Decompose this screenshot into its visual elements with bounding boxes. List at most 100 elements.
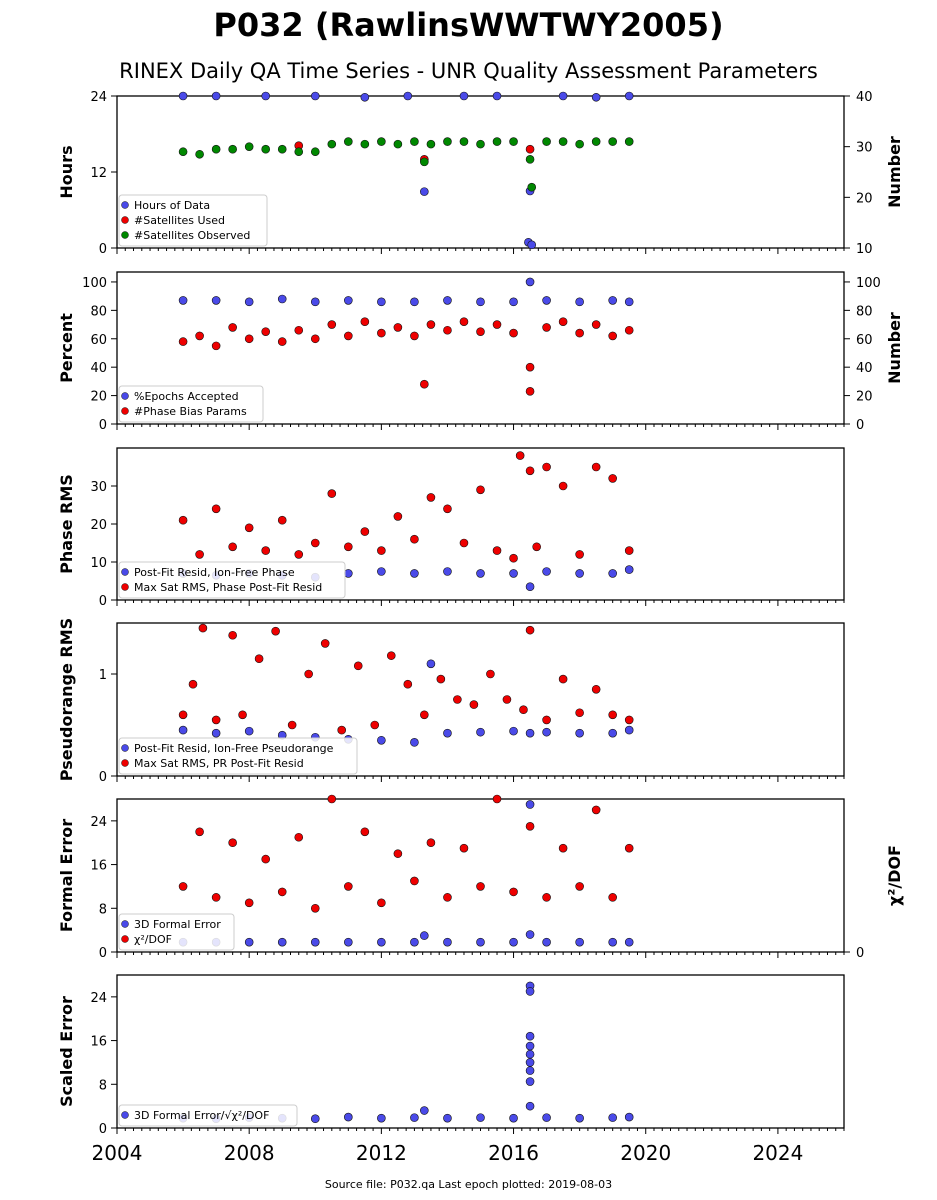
data-point-series-1 — [476, 727, 485, 737]
x-tick-label: 2004 — [92, 1141, 143, 1165]
data-point-series-2 — [198, 623, 208, 633]
data-point-series-2 — [377, 898, 386, 908]
data-point-series-2 — [443, 893, 452, 902]
y-tick-label: 8 — [99, 1078, 107, 1093]
data-point-series-3 — [211, 144, 221, 154]
legend-label: Max Sat RMS, Phase Post-Fit Resid — [134, 581, 322, 594]
data-point-series-1 — [443, 296, 452, 305]
data-point-series-2 — [238, 710, 247, 720]
legend-label: Post-Fit Resid, Ion-Free Pseudorange — [134, 742, 334, 755]
data-point-series-2 — [344, 542, 353, 552]
y-right-tick-label: 80 — [856, 304, 873, 319]
data-point-series-3 — [244, 142, 254, 151]
data-point-series-3 — [459, 137, 469, 146]
data-point-series-2 — [575, 550, 584, 559]
data-point-series-2 — [188, 679, 198, 689]
panel-2: 0 20 40 60 80 100 0 20 40 60 80 100 Percent Number %Ep… — [57, 271, 904, 433]
data-point-series-1 — [525, 1058, 535, 1067]
data-point-series-2 — [386, 651, 396, 660]
data-point-series-1 — [377, 297, 386, 307]
data-point-series-1 — [211, 728, 221, 738]
data-point-series-1 — [244, 726, 254, 736]
legend-marker — [121, 568, 129, 576]
data-point-series-2 — [195, 827, 204, 837]
data-point-series-2 — [410, 534, 419, 544]
data-point-series-2 — [624, 843, 634, 853]
data-point-series-2 — [244, 898, 254, 908]
data-point-series-1 — [443, 567, 452, 576]
data-point-series-1 — [608, 296, 617, 305]
data-point-series-2 — [254, 654, 264, 664]
data-point-series-2 — [443, 504, 452, 514]
data-point-series-1 — [608, 569, 617, 578]
y-tick-label: 12 — [90, 166, 107, 181]
data-point-series-1 — [525, 1041, 535, 1051]
data-point-series-2 — [211, 715, 221, 725]
data-point-series-2 — [178, 710, 188, 720]
data-point-series-1 — [509, 937, 518, 947]
data-point-series-3 — [608, 137, 617, 146]
legend-label: Hours of Data — [134, 199, 210, 212]
data-point-series-2 — [486, 669, 495, 679]
data-point-series-2 — [420, 710, 429, 720]
data-point-series-1 — [591, 92, 601, 102]
x-tick-label: 2016 — [488, 1141, 539, 1165]
data-point-series-2 — [261, 854, 271, 864]
data-point-series-1 — [542, 937, 551, 947]
data-point-series-1 — [525, 987, 535, 996]
legend-label: Post-Fit Resid, Ion-Free Phase — [134, 566, 295, 579]
data-point-series-3 — [575, 139, 584, 149]
data-point-series-3 — [542, 137, 551, 146]
data-point-series-1 — [608, 728, 617, 738]
data-point-series-1 — [377, 937, 386, 947]
data-point-series-3 — [476, 139, 485, 149]
data-point-series-2 — [294, 325, 304, 335]
y-tick-label: 0 — [99, 946, 107, 961]
data-point-series-3 — [360, 139, 370, 149]
data-point-series-2 — [403, 679, 413, 689]
data-point-series-1 — [492, 91, 502, 101]
figure-subtitle: RINEX Daily QA Time Series - UNR Quality… — [119, 59, 818, 83]
data-point-series-2 — [344, 882, 353, 891]
y-right-tick-label: 100 — [856, 276, 881, 291]
y-tick-label: 1 — [99, 668, 107, 683]
y-tick-label: 20 — [90, 390, 107, 405]
y-right-tick-label: 30 — [856, 141, 873, 156]
data-point-series-2 — [393, 323, 403, 332]
legend-marker — [121, 744, 129, 752]
data-point-series-1 — [360, 92, 370, 102]
data-point-series-1 — [542, 296, 551, 305]
data-point-series-2 — [377, 546, 386, 555]
data-point-series-1 — [509, 726, 518, 736]
y-tick-label: 24 — [90, 991, 107, 1006]
data-point-series-2 — [360, 827, 370, 837]
data-point-series-2 — [492, 546, 502, 555]
data-point-series-1 — [410, 297, 419, 307]
data-point-series-1 — [476, 297, 485, 307]
data-point-series-2 — [271, 626, 280, 636]
y-axis-label: Pseudorange RMS — [57, 618, 76, 781]
data-point-series-2 — [459, 317, 469, 327]
data-point-series-2 — [310, 538, 320, 548]
y-tick-label: 0 — [99, 418, 107, 433]
legend-marker — [121, 920, 129, 928]
data-point-series-1 — [575, 569, 584, 578]
data-point-series-2 — [261, 327, 271, 336]
data-point-series-1 — [624, 565, 634, 574]
legend-label: #Satellites Observed — [134, 229, 250, 242]
legend-box — [118, 1104, 298, 1127]
data-point-series-1 — [525, 930, 535, 939]
data-point-series-1 — [476, 569, 485, 578]
y-tick-label: 16 — [90, 859, 107, 874]
x-tick-label: 2020 — [620, 1141, 671, 1165]
data-point-series-2 — [360, 317, 370, 327]
legend-label: Max Sat RMS, PR Post-Fit Resid — [134, 757, 304, 770]
y-right-axis-label: Number — [885, 136, 904, 208]
data-point-series-1 — [277, 937, 287, 947]
data-point-series-1 — [525, 728, 535, 738]
data-point-series-2 — [228, 838, 237, 848]
data-point-series-1 — [420, 1106, 429, 1115]
data-point-series-2 — [558, 843, 568, 853]
data-point-series-3 — [527, 182, 537, 192]
